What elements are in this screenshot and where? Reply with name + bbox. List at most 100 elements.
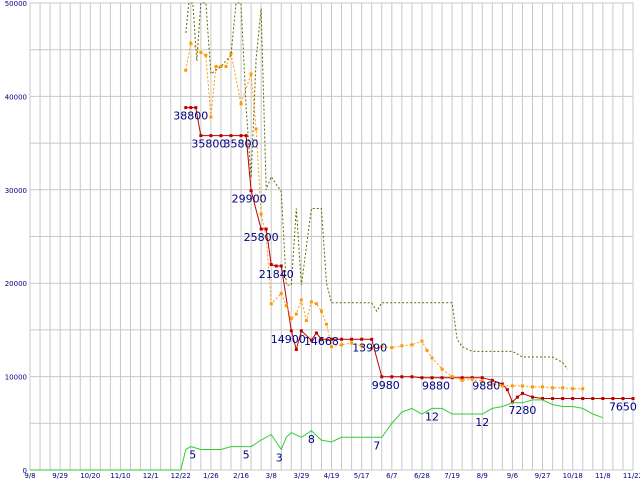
series-point-min_price — [370, 337, 374, 341]
series-point-min_price — [239, 134, 243, 138]
x-tick-label: 5/17 — [354, 472, 370, 480]
series-point-avg_price — [229, 51, 233, 55]
series-point-avg_price — [304, 319, 308, 323]
series-point-avg_price — [204, 53, 208, 57]
x-tick-label: 9/27 — [535, 472, 551, 480]
x-tick-label: 10/20 — [80, 472, 100, 480]
series-point-avg_price — [450, 375, 454, 379]
y-tick-label: 40000 — [5, 93, 27, 101]
series-point-min_price — [249, 189, 253, 193]
x-tick-label: 11/8 — [595, 472, 611, 480]
y-tick-label: 30000 — [5, 187, 27, 195]
data-label: 21840 — [259, 268, 294, 281]
series-point-min_price — [515, 395, 519, 399]
series-point-avg_price — [571, 387, 575, 391]
series-point-avg_price — [209, 115, 213, 119]
series-point-min_price — [571, 397, 575, 401]
x-tick-label: 1/26 — [203, 472, 219, 480]
series-point-avg_price — [425, 348, 429, 352]
series-point-avg_price — [184, 68, 188, 72]
series-point-min_price — [319, 337, 323, 341]
series-point-min_price — [621, 397, 625, 401]
x-tick-label: 8/9 — [477, 472, 488, 480]
series-point-avg_price — [340, 343, 344, 347]
series-point-min_price — [531, 395, 534, 399]
series-point-avg_price — [189, 41, 193, 45]
series-point-avg_price — [249, 72, 253, 76]
series-point-min_price — [314, 331, 318, 335]
series-point-min_price — [420, 376, 424, 380]
y-tick-label: 0 — [23, 467, 27, 475]
axes: 0 10000 20000 30000 40000 50000 9/8 9/29 10/20 11… — [5, 0, 640, 480]
series-point-min_price — [561, 397, 565, 401]
data-label: 29900 — [232, 193, 267, 206]
series-point-avg_price — [460, 378, 464, 382]
series-point-avg_price — [440, 367, 444, 371]
series-point-avg_price — [199, 51, 203, 55]
data-label: 9880 — [422, 380, 450, 393]
series-line-count — [30, 399, 604, 471]
series-point-min_price — [350, 337, 354, 341]
series-point-min_price — [551, 397, 555, 401]
data-label: 7650 — [609, 401, 637, 414]
y-tick-label: 20000 — [5, 280, 27, 288]
series-point-min_price — [470, 376, 474, 380]
series-point-avg_price — [284, 304, 288, 308]
data-label: 14900 — [271, 333, 306, 346]
series-point-min_price — [299, 329, 303, 333]
x-tick-label: 11/10 — [110, 472, 130, 480]
series-point-min_price — [611, 397, 615, 401]
series-point-min_price — [229, 134, 233, 138]
series-point-min_price — [264, 227, 268, 231]
series-point-avg_price — [330, 345, 333, 349]
series-point-min_price — [269, 263, 273, 267]
series-point-avg_price — [269, 302, 273, 306]
series-point-min_price — [581, 397, 585, 401]
series-point-avg_price — [430, 356, 434, 360]
y-tick-label: 10000 — [5, 374, 27, 382]
data-label: 12 — [475, 416, 489, 429]
series-point-avg_price — [390, 346, 394, 350]
x-tick-label: 6/7 — [386, 472, 397, 480]
series-layer — [30, 2, 635, 471]
series-point-min_price — [510, 400, 514, 404]
data-label: 35800 — [191, 138, 226, 151]
data-label: 12 — [425, 410, 439, 423]
series-point-min_price — [274, 264, 278, 268]
series-point-avg_price — [581, 387, 585, 391]
x-tick-label: 3/8 — [266, 472, 277, 480]
series-point-min_price — [440, 376, 444, 380]
series-point-avg_price — [254, 127, 258, 131]
x-tick-label: 12/1 — [143, 472, 159, 480]
series-point-min_price — [199, 134, 203, 138]
series-point-avg_price — [324, 322, 328, 326]
x-tick-label: 7/19 — [444, 472, 460, 480]
series-point-min_price — [380, 375, 384, 379]
series-point-min_price — [294, 348, 298, 352]
data-label: 9880 — [472, 380, 500, 393]
data-label: 14668 — [304, 335, 339, 348]
series-line-avg_price — [185, 42, 583, 390]
series-point-min_price — [460, 376, 464, 380]
series-point-avg_price — [531, 385, 534, 389]
series-point-avg_price — [259, 212, 263, 216]
series-point-min_price — [330, 337, 333, 341]
series-point-avg_price — [410, 343, 414, 347]
series-point-min_price — [591, 397, 595, 401]
series-point-min_price — [390, 375, 394, 379]
data-label: 25800 — [244, 231, 279, 244]
x-tick-label: 9/29 — [52, 472, 68, 480]
series-point-min_price — [219, 134, 223, 138]
series-point-min_price — [601, 397, 605, 401]
series-point-avg_price — [214, 65, 218, 69]
series-point-min_price — [541, 397, 545, 401]
series-point-min_price — [430, 376, 434, 380]
series-point-avg_price — [294, 312, 298, 316]
x-tick-label: 11/22 — [623, 472, 640, 480]
series-point-min_price — [520, 391, 524, 395]
series-point-avg_price — [309, 300, 313, 304]
series-point-avg_price — [480, 379, 484, 383]
series-point-min_price — [184, 106, 188, 110]
data-label: 8 — [308, 433, 315, 446]
